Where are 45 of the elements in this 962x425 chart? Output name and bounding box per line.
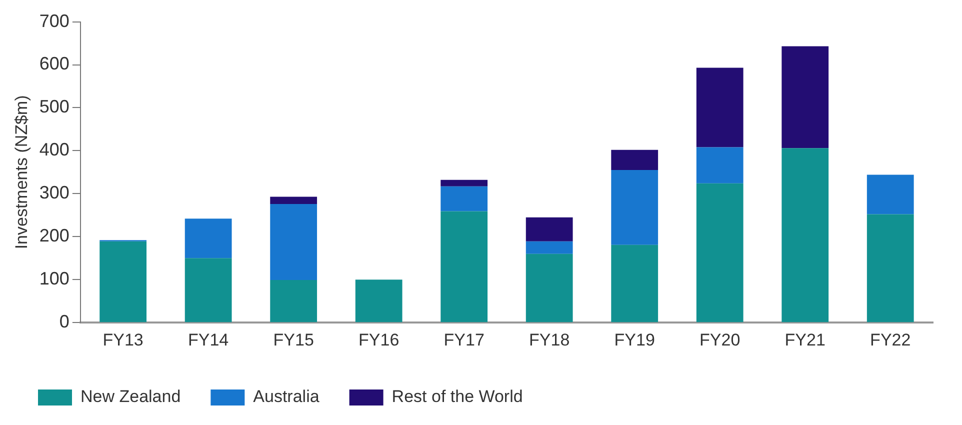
x-tick-label: FY15 — [273, 330, 314, 350]
x-tick-label: FY19 — [614, 330, 655, 350]
bar — [611, 244, 658, 322]
bar — [184, 218, 232, 258]
bar — [100, 241, 147, 322]
bar — [866, 174, 914, 214]
x-tick-label: FY22 — [870, 330, 911, 350]
y-tick-label: 100 — [39, 268, 70, 289]
bar — [184, 258, 232, 322]
bar — [355, 280, 402, 322]
bar — [696, 183, 744, 322]
x-tick-label: FY13 — [102, 330, 144, 350]
bar — [782, 46, 829, 148]
bar — [270, 204, 318, 280]
legend-label: Australia — [253, 387, 320, 406]
bar — [526, 217, 573, 242]
bar — [270, 196, 318, 204]
y-tick-label: 600 — [39, 54, 70, 74]
y-tick-label: 0 — [59, 312, 70, 332]
bar — [440, 186, 488, 212]
x-tick-label: FY21 — [784, 330, 826, 350]
bar — [782, 148, 829, 322]
y-tick-label: 400 — [39, 140, 70, 160]
bar — [440, 180, 488, 186]
bar — [866, 214, 914, 322]
y-tick-label: 200 — [39, 226, 70, 246]
y-tick-label: 300 — [39, 182, 70, 203]
x-tick-label: FY20 — [700, 330, 740, 350]
legend-label: Rest of the World — [392, 387, 523, 406]
bar — [611, 150, 658, 170]
bar — [270, 280, 318, 322]
y-tick-label: 500 — [39, 96, 70, 117]
x-tick-label: FY14 — [188, 330, 229, 350]
bar — [440, 211, 488, 322]
bar — [526, 241, 573, 254]
bar — [696, 68, 744, 148]
x-tick-label: FY18 — [529, 330, 570, 350]
y-tick-label: 700 — [39, 10, 70, 31]
x-tick-label: FY17 — [444, 330, 484, 350]
bar — [611, 170, 658, 245]
x-tick-label: FY16 — [358, 330, 400, 350]
bar — [526, 254, 573, 322]
bar — [696, 147, 744, 184]
legend-label: New Zealand — [80, 387, 181, 406]
y-axis-title: Investments (NZ$m) — [12, 95, 31, 250]
